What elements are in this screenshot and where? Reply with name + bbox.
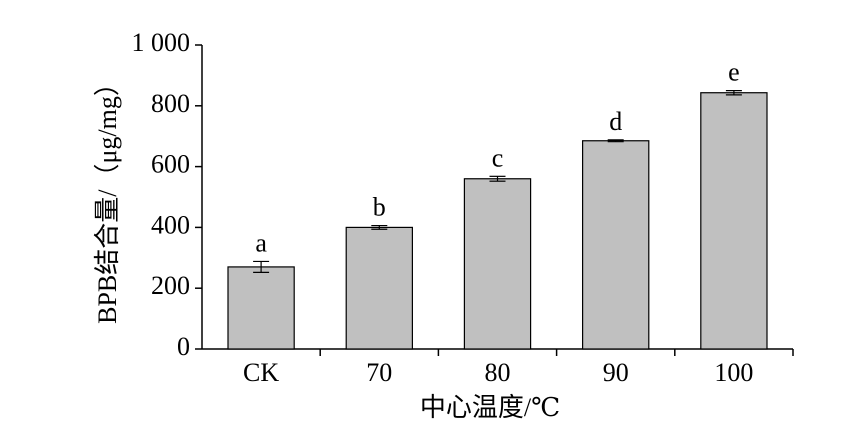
bar xyxy=(227,266,295,350)
error-bar xyxy=(371,224,388,230)
x-tick-label: 80 xyxy=(485,358,511,387)
y-tick-label: 600 xyxy=(151,150,190,179)
y-tick-label: 400 xyxy=(151,210,190,239)
x-tick-label: 100 xyxy=(714,358,753,387)
significance-letter: e xyxy=(728,58,740,87)
error-bar xyxy=(725,89,742,96)
error-bar xyxy=(607,139,624,143)
y-tick-label: 800 xyxy=(151,89,190,118)
bar xyxy=(582,140,650,350)
y-tick-label: 200 xyxy=(151,271,190,300)
x-tick-label: 90 xyxy=(603,358,629,387)
bar xyxy=(700,92,768,350)
x-tick-label: CK xyxy=(243,358,279,387)
significance-letter: b xyxy=(373,193,386,222)
error-bar xyxy=(253,260,270,273)
error-bar xyxy=(489,175,506,182)
y-axis-title: BPB结合量/（μg/mg） xyxy=(93,70,122,324)
x-axis-title: 中心温度/℃ xyxy=(420,393,560,422)
bar xyxy=(463,178,532,350)
bar xyxy=(345,226,413,350)
y-tick-label: 1 000 xyxy=(132,28,191,57)
y-tick-label: 0 xyxy=(177,332,190,361)
significance-letter: c xyxy=(492,143,504,172)
x-tick-label: 70 xyxy=(366,358,392,387)
significance-letter: a xyxy=(255,228,267,257)
significance-letter: d xyxy=(609,107,622,136)
